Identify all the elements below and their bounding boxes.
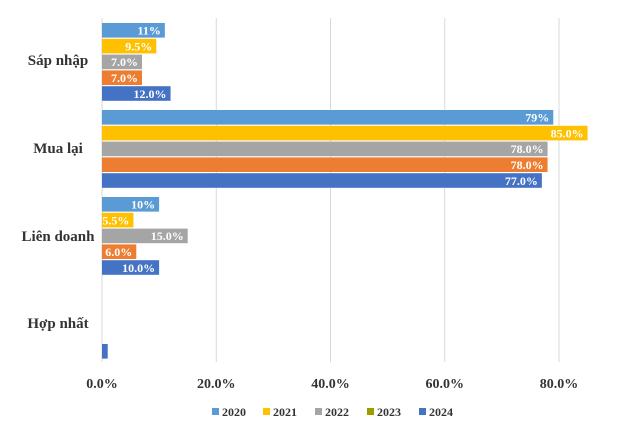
data-label: 6.0% [105, 245, 132, 259]
bar [102, 86, 171, 101]
data-label: 7.0% [111, 55, 138, 69]
legend-label: 2022 [325, 405, 349, 419]
bar [102, 70, 142, 85]
legend-label: 2024 [429, 405, 453, 419]
category-label: Hợp nhất [27, 316, 88, 332]
data-label: 77.0% [505, 174, 538, 188]
legend-swatch [419, 408, 426, 415]
category-label: Liên doanh [22, 229, 96, 245]
legend-swatch [367, 408, 374, 415]
data-label: 7.0% [111, 71, 138, 85]
bar [102, 212, 134, 228]
bar [102, 38, 157, 54]
x-tick-label: 20.0% [197, 377, 236, 392]
bar [102, 173, 542, 188]
gridlines [101, 18, 560, 362]
legend-swatch [263, 408, 270, 415]
legend-label: 2023 [377, 405, 401, 419]
data-label: 15.0% [151, 229, 184, 243]
legend-label: 2020 [222, 405, 246, 419]
data-label: 11% [137, 24, 160, 38]
x-tick-label: 0.0% [86, 377, 118, 392]
bar [102, 344, 108, 359]
category-label: Mua lại [33, 141, 83, 157]
bar [102, 228, 188, 244]
x-tick-label: 40.0% [311, 377, 350, 392]
bar [102, 244, 137, 259]
bars: 11%9.5% 7.0% 7.0% 12.0% 79%85.0% 78.0% 78.0% 77… [102, 23, 588, 359]
legend-swatch [212, 408, 219, 415]
bar [102, 54, 142, 70]
legend: 2020 2021 2022 2023 2024 [212, 405, 453, 419]
data-label: 85.0% [551, 126, 584, 140]
x-axis-ticks: 0.0% 20.0% 40.0% 60.0% 80.0% [86, 377, 578, 392]
bar [102, 23, 165, 38]
x-tick-label: 60.0% [426, 377, 465, 392]
bar [102, 110, 554, 125]
category-labels: Sáp nhập Mua lại Liên doanh Hợp nhất [22, 53, 96, 332]
x-tick-label: 80.0% [540, 377, 579, 392]
data-label: 12.0% [134, 87, 167, 101]
data-label: 79% [525, 111, 549, 125]
category-label: Sáp nhập [28, 53, 88, 69]
bar [102, 197, 160, 212]
data-label: 10.0% [122, 261, 155, 275]
data-label: 5.5% [102, 213, 129, 227]
data-label: 10% [131, 198, 155, 212]
bar [102, 141, 548, 157]
bar [102, 157, 548, 172]
data-label: 78.0% [511, 158, 544, 172]
bar [102, 125, 588, 141]
data-label: 9.5% [125, 39, 152, 53]
data-label: 78.0% [511, 142, 544, 156]
legend-swatch [315, 408, 322, 415]
bar [102, 260, 160, 275]
legend-label: 2021 [273, 405, 297, 419]
